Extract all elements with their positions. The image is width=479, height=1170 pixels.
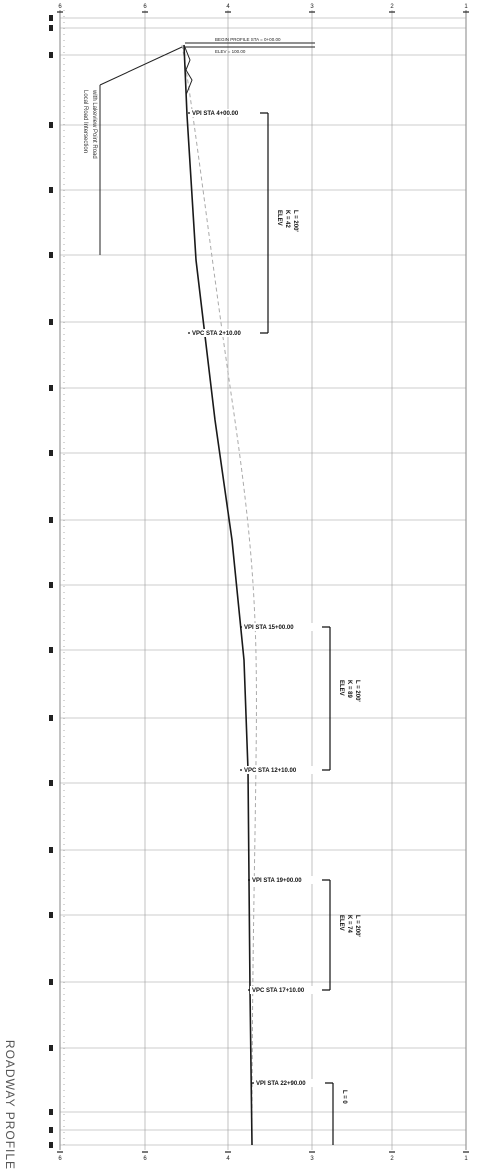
station-tick [49,582,53,588]
vc-label-bg [242,623,322,631]
profile-lines [181,44,257,1146]
top-tick-label: 1 [464,4,468,10]
station-tick [49,647,53,653]
elevation-ticks: 6 6 6 6 4 4 3 3 2 2 1 1 [49,4,469,1162]
station-tick [49,122,53,128]
top-tick-label: 6 [58,4,62,10]
vc-label-bg [250,876,322,884]
vc-label-bg [190,329,260,337]
station-tick [49,715,53,721]
station-tick [49,1127,53,1133]
station-tick [49,252,53,258]
station-tick [49,847,53,853]
vc-annotation: K = 42 [284,210,290,229]
intersection-note: Local Road Intersection with Lakeview Po… [82,46,183,255]
vc-annotation: ELEV [338,680,344,696]
station-tick [49,912,53,918]
vc-annotation: L = 200' [292,210,298,232]
proposed-profile-line [183,44,253,1146]
station-tick [49,979,53,985]
station-tick [49,385,53,391]
vc-annotation: ELEV [276,210,282,226]
top-tick-label: 2 [390,4,394,10]
note-line-2: with Lakeview Point Road [91,89,97,159]
vc-label-bg [242,766,322,774]
grid [59,10,467,1150]
begin-label: BEGIN PROFILE STA = 0+00.00 [215,37,281,42]
vc-label-bg [250,986,322,994]
vertical-curve-1: VPI STA 4+00.00 VPC STA 2+10.00 ELEV K = 42… [188,109,298,337]
vertical-curve-2: VPI STA 15+00.00 VPC STA 12+10.00 ELEV K = … [240,623,360,774]
sheet-title-text: ROADWAY PROFILE [3,1039,17,1170]
vc-annotation: K = 74 [346,915,352,934]
station-tick [49,1142,53,1148]
vc-top-label: VPI STA 4+00.00 [192,111,239,117]
bottom-tick-label: 4 [226,1156,230,1162]
station-tick [49,15,53,21]
vc-annotation: L = 200' [354,680,360,702]
existing-ground-line [181,44,257,1146]
bottom-tick-label: 1 [464,1156,468,1162]
top-tick-label: 4 [226,4,230,10]
vc-bottom-label: VPC STA 12+10.00 [244,768,297,774]
bottom-tick-label: 6 [58,1156,62,1162]
vc-label-bg [190,109,260,117]
top-tick-label: 3 [310,4,314,10]
bottom-tick-label: 2 [390,1156,394,1162]
station-tick [49,780,53,786]
vc-annotation: ELEV [338,915,344,931]
vc-top-label: VPI STA 15+00.00 [244,625,294,631]
vc-annotation: L = 200' [354,915,360,937]
vc-annotation: L = 0 [341,1090,347,1104]
bottom-tick-label: 6 [143,1156,147,1162]
begin-profile-label: BEGIN PROFILE STA = 0+00.00 ELEV = 100.0… [185,37,315,54]
station-tick [49,517,53,523]
vc-label-bg [254,1079,325,1087]
vc-top-label: VPI STA 22+90.00 [256,1081,306,1087]
bottom-tick-label: 3 [310,1156,314,1162]
vc-bottom-label: VPC STA 2+10.00 [192,331,242,337]
station-tick [49,1045,53,1051]
vertical-curve-4: VPI STA 22+90.00 L = 0 [252,1079,347,1145]
sheet-title: ROADWAY PROFILE [0,1040,22,1170]
station-tick [49,450,53,456]
vc-annotation: K = 89 [346,680,352,699]
station-tick [49,52,53,58]
vertical-curve-3: VPI STA 19+00.00 VPC STA 17+10.00 ELEV K = … [248,876,360,994]
station-tick [49,25,53,31]
station-tick [49,1109,53,1115]
vc-top-label: VPI STA 19+00.00 [252,878,302,884]
note-line-1: Local Road Intersection [82,90,88,153]
station-tick [49,187,53,193]
start-marker [183,44,193,96]
begin-elev-label: ELEV = 100.00 [215,49,246,54]
station-tick [49,319,53,325]
top-tick-label: 6 [143,4,147,10]
vc-bottom-label: VPC STA 17+10.00 [252,988,305,994]
